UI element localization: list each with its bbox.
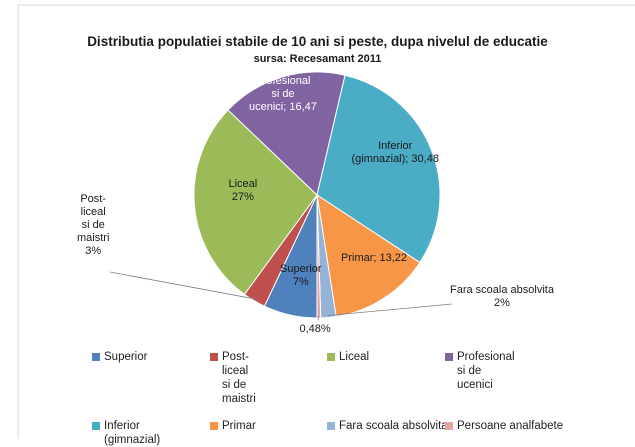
legend-label-line: Profesional [457, 351, 515, 363]
legend-label-line: Fara scoala absolvita [339, 420, 448, 432]
data-label-post-liceal-si-de-maistri: Post-liceal si de maistri 3% [77, 193, 109, 258]
data-label-profesional-si-de-ucenici: Profesional si de ucenici; 16,47 [249, 75, 317, 114]
legend-label-line: liceal [222, 365, 249, 377]
legend-label-line: si de [457, 365, 482, 377]
legend-label: Liceal [339, 350, 369, 364]
leader-line-persoane-analfabete [317, 315, 320, 321]
legend-label-line: Liceal [339, 351, 370, 363]
data-label-primar: Primar; 13,22 [341, 252, 407, 265]
legend-label: Profesional si de ucenici [457, 350, 515, 392]
legend-label-line: maistri [222, 393, 256, 405]
legend-label: Superior [104, 350, 147, 364]
chart-title: Distributia populatiei stabile de 10 ani… [87, 34, 548, 49]
legend-label: Persoane analfabete [457, 419, 563, 433]
legend-swatch [210, 422, 218, 430]
data-label-line: Liceal [228, 178, 258, 190]
pie-slice-inferior-gimnazial [316, 74, 441, 264]
legend-label-line: si de [222, 379, 247, 391]
pie-slice-persoane-analfabete [316, 194, 322, 319]
data-label-line: 3% [85, 244, 102, 257]
data-label-line: maistri [77, 231, 110, 244]
legend-swatch [445, 353, 453, 361]
legend-label-line: Persoane analfabete [457, 420, 564, 432]
leader-line-fara-scoala-absolvita [328, 303, 453, 316]
data-label-superior: Superior 7% [280, 263, 322, 289]
data-label-line: (gimnazial); 30,48 [351, 153, 439, 165]
legend-swatch [210, 353, 218, 361]
data-label-line: Primar; 13,22 [341, 251, 408, 264]
legend-label: Inferior (gimnazial) [104, 419, 160, 447]
pie-slice-primar [316, 193, 421, 318]
data-label-line: Profesional [255, 74, 311, 87]
data-label-persoane-analfabete: 0,48% [300, 323, 331, 336]
legend-swatch [92, 422, 100, 430]
data-label-line: 2% [494, 297, 510, 309]
data-label-line: Superior [280, 263, 322, 275]
data-label-line: Post- [80, 192, 107, 205]
data-label-liceal: Liceal 27% [229, 178, 258, 204]
legend-label: Fara scoala absolvita [339, 419, 448, 433]
legend-label-line: ucenici [457, 379, 493, 391]
leader-line-post-liceal-si-de-maistri [109, 271, 256, 300]
pie-slice-profesional-si-de-ucenici [227, 71, 346, 196]
data-label-fara-scoala-absolvita: Fara scoala absolvita 2% [450, 284, 554, 310]
legend-label-line: Post- [222, 351, 249, 363]
pie-slice-liceal [193, 109, 318, 296]
legend-label-line: Primar [222, 420, 256, 432]
legend-swatch [92, 353, 100, 361]
data-label-line: Inferior [378, 140, 413, 152]
legend-label: Post-liceal si de maistri [222, 350, 256, 406]
data-label-line: liceal [80, 205, 106, 218]
data-label-line: si de [271, 87, 295, 100]
legend-label: Primar [222, 419, 256, 433]
data-label-line: 27% [231, 191, 254, 203]
legend-label-line: Inferior [104, 420, 140, 432]
data-label-line: ucenici; 16,47 [249, 100, 317, 113]
chart-subtitle: sursa: Recesamant 2011 [253, 53, 382, 65]
data-label-line: 0,48% [299, 322, 331, 335]
data-label-line: 7% [292, 276, 309, 288]
legend-label-line: Superior [104, 351, 148, 363]
data-label-line: Fara scoala absolvita [450, 284, 554, 296]
legend-label-line: (gimnazial) [104, 434, 161, 446]
data-label-inferior-gimnazial: Inferior (gimnazial); 30,48 [352, 140, 439, 166]
legend-swatch [327, 422, 335, 430]
legend-swatch [327, 353, 335, 361]
data-label-line: si de [81, 218, 105, 231]
legend-swatch [445, 422, 453, 430]
